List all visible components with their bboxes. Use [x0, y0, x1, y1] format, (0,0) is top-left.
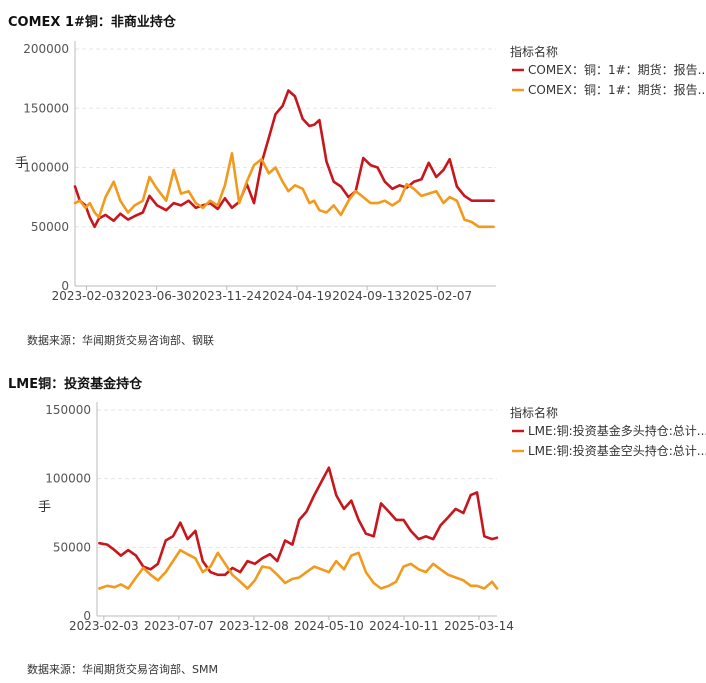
- x-tick-label: 2024-04-19: [262, 289, 332, 303]
- x-tick-label: 2023-11-24: [192, 289, 262, 303]
- y-tick-label: 50000: [53, 540, 91, 554]
- y-tick-label: 100000: [23, 161, 69, 175]
- x-tick-label: 2023-07-07: [144, 619, 214, 633]
- y-tick-label: 50000: [31, 220, 69, 234]
- y-axis-label: 手: [38, 500, 51, 515]
- x-tick-label: 2023-02-03: [52, 289, 122, 303]
- x-tick-label: 2024-05-10: [294, 619, 364, 633]
- x-tick-label: 2023-02-03: [69, 619, 139, 633]
- x-tick-label: 2023-06-30: [122, 289, 192, 303]
- series-line: [98, 466, 499, 577]
- y-tick-label: 0: [83, 609, 91, 623]
- series-line: [98, 548, 499, 590]
- x-tick-label: 2023-12-08: [219, 619, 289, 633]
- y-tick-label: 0: [61, 279, 69, 293]
- y-tick-label: 100000: [45, 472, 91, 486]
- legend-title: 指标名称: [510, 44, 558, 59]
- legend-label: LME:铜:投资基金多头持仓:总计...: [528, 423, 706, 438]
- chart-title: COMEX 1#铜：非商业持仓: [8, 15, 176, 30]
- x-tick-label: 2024-09-13: [332, 289, 402, 303]
- x-tick-label: 2025-03-14: [444, 619, 514, 633]
- y-tick-label: 200000: [23, 42, 69, 56]
- y-axis-label: 手: [15, 156, 28, 171]
- legend-label: LME:铜:投资基金空头持仓:总计...: [528, 443, 706, 458]
- legend-label: COMEX：铜：1#：期货：报告...: [528, 82, 706, 97]
- data-source: 数据来源：华闻期货交易咨询部、钢联: [27, 334, 214, 347]
- y-tick-label: 150000: [45, 403, 91, 417]
- x-tick-label: 2025-02-07: [402, 289, 472, 303]
- series-line: [73, 89, 495, 229]
- legend-title: 指标名称: [510, 405, 558, 420]
- chart-title: LME铜：投资基金持仓: [8, 377, 143, 392]
- legend-label: COMEX：铜：1#：期货：报告...: [528, 62, 706, 77]
- data-source: 数据来源：华闻期货交易咨询部、SMM: [27, 663, 218, 676]
- series-line: [73, 152, 495, 229]
- x-tick-label: 2024-10-11: [369, 619, 439, 633]
- y-tick-label: 150000: [23, 101, 69, 115]
